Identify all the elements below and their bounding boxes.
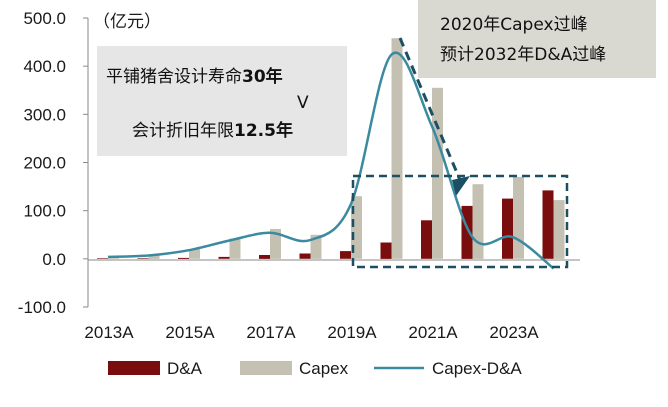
- annotation-peak-line1: 2020年Capex过峰: [440, 15, 588, 35]
- bar-da-2018A: [299, 253, 311, 259]
- annotation-lifespan-line1: 平铺猪舍设计寿命30年: [106, 66, 283, 87]
- legend-label-da: D&A: [167, 359, 203, 378]
- y-tick-label: 300.0: [23, 105, 66, 124]
- y-tick-label: 200.0: [23, 154, 66, 173]
- bar-da-2019A: [340, 251, 351, 259]
- x-tick-label: 2015A: [165, 323, 215, 342]
- annotation-lifespan-line2: 会计折旧年限12.5年: [132, 120, 293, 141]
- bar-da-2022A: [461, 205, 473, 259]
- bar-capex-2023A: [513, 176, 524, 259]
- bar-capex-2018A: [310, 234, 322, 259]
- annotation-peak-line2: 预计2032年D&A过峰: [440, 45, 606, 65]
- y-tick-label: 100.0: [23, 202, 66, 221]
- legend-swatch-da: [108, 361, 160, 375]
- x-tick-label: 2013A: [84, 323, 134, 342]
- bar-da-2014A: [137, 258, 149, 259]
- x-tick-label: 2021A: [408, 323, 458, 342]
- bar-capex-2014A: [148, 255, 160, 259]
- y-tick-label: -100.0: [18, 298, 66, 317]
- bar-da-2015A: [178, 257, 189, 259]
- bar-da-2020A: [380, 242, 392, 259]
- legend-label-capex: Capex: [299, 359, 349, 378]
- x-tick-label: 2023A: [489, 323, 539, 342]
- bar-da-2023A: [502, 198, 513, 259]
- bar-capex-2022A: [472, 184, 484, 259]
- y-tick-labels: 500.0 400.0 300.0 200.0 100.0 0.0 -100.0: [18, 9, 66, 317]
- highlight-dashed-frame: [351, 174, 569, 269]
- bar-capex-2024A: [553, 200, 565, 259]
- bar-da-2024A: [542, 190, 554, 259]
- trend-arrow-head: [452, 176, 470, 196]
- bar-capex-2021A: [432, 87, 443, 259]
- series-line-capex-minus-da: [107, 51, 555, 270]
- bar-capex-2019A: [351, 196, 362, 259]
- bar-da-2021A: [421, 220, 432, 259]
- bar-capex-2016A: [229, 238, 241, 259]
- annotation-vee: V: [297, 93, 309, 113]
- bar-da-2013A: [97, 258, 108, 259]
- bar-capex-2017A: [270, 229, 281, 259]
- legend-label-net: Capex-D&A: [432, 359, 522, 378]
- bars-layer: [97, 38, 565, 259]
- y-tick-label: 500.0: [23, 9, 66, 28]
- bar-capex-2015A: [189, 249, 200, 259]
- trend-arrow-line: [398, 37, 462, 181]
- unit-label: （亿元）: [93, 12, 161, 32]
- x-tick-labels: 2013A 2015A 2017A 2019A 2021A 2023A: [84, 323, 539, 342]
- annotation-box-lifespan: [97, 46, 347, 156]
- y-tick-marks: [83, 17, 88, 308]
- y-tick-label: 0.0: [42, 250, 66, 269]
- legend-swatch-capex: [240, 361, 292, 375]
- x-tick-label: 2019A: [327, 323, 377, 342]
- y-tick-label: 400.0: [23, 57, 66, 76]
- bar-capex-2020A: [391, 38, 403, 259]
- annotation-box-peak: [418, 0, 656, 78]
- x-tick-label: 2017A: [246, 323, 296, 342]
- bar-da-2016A: [218, 256, 230, 259]
- bar-da-2017A: [259, 255, 270, 259]
